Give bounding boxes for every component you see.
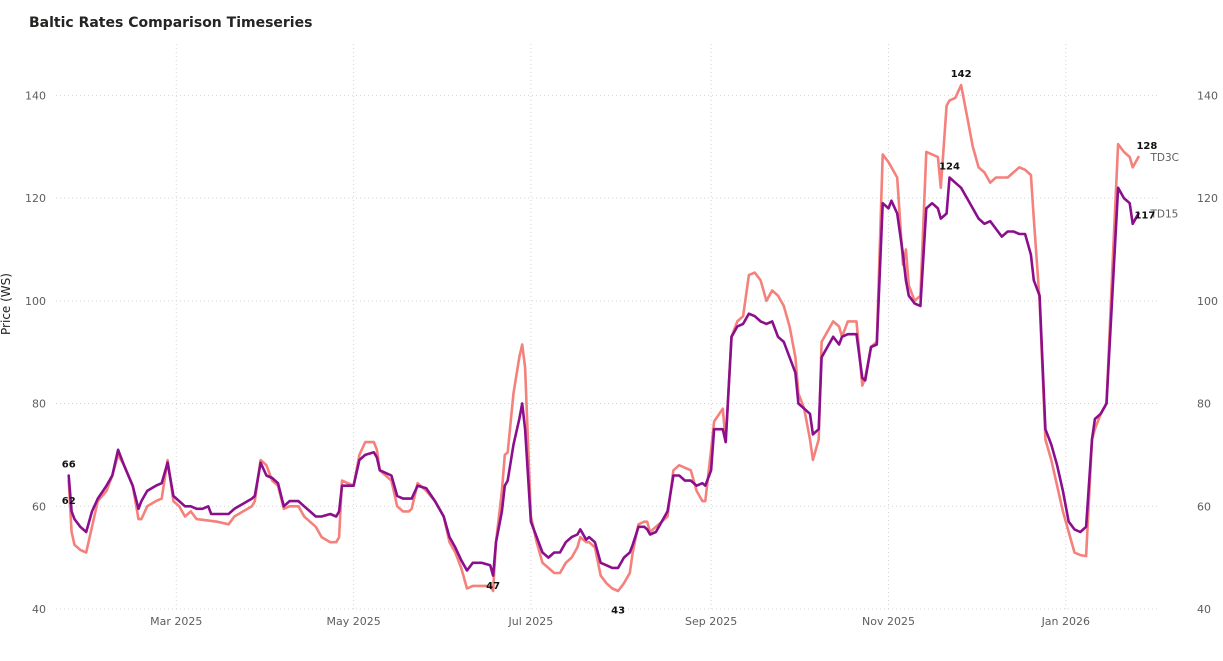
- series-line-td15: [67, 176, 1140, 577]
- y-axis-left: 40 60 80 100 120 140: [25, 89, 46, 616]
- x-tick-label: Jul 2025: [508, 615, 554, 628]
- data-label: 43: [611, 606, 625, 617]
- data-label: 47: [486, 581, 500, 592]
- y-tick-label-right: 80: [1197, 398, 1211, 411]
- chart-title: Baltic Rates Comparison Timeseries: [29, 15, 313, 31]
- x-tick-label: Jan 2026: [1041, 615, 1090, 628]
- y-tick-label: 120: [25, 192, 46, 205]
- x-tick-label: Mar 2025: [150, 615, 202, 628]
- y-tick-label: 80: [32, 398, 46, 411]
- y-tick-label-right: 140: [1197, 89, 1218, 102]
- grid: [56, 44, 1160, 610]
- x-tick-label: Sep 2025: [685, 615, 737, 628]
- data-label: 117: [1134, 211, 1155, 222]
- data-label: 142: [951, 69, 972, 80]
- y-axis-right: 40 60 80 100 120 140: [1197, 89, 1218, 616]
- data-label: 128: [1136, 141, 1157, 152]
- y-axis-title: Price (WS): [0, 273, 13, 335]
- data-label: 66: [62, 459, 76, 470]
- series-end-name: TD15: [1149, 209, 1178, 221]
- data-labels: TD3C TD15 66 47 43 142 128 62 124 117: [62, 69, 1179, 617]
- data-label: 124: [939, 162, 960, 173]
- y-tick-label: 60: [32, 500, 46, 513]
- y-tick-label: 100: [25, 295, 46, 308]
- y-tick-label: 140: [25, 89, 46, 102]
- y-tick-label-right: 120: [1197, 192, 1218, 205]
- y-tick-label: 40: [32, 603, 46, 616]
- x-tick-label: May 2025: [326, 615, 380, 628]
- y-tick-label-right: 40: [1197, 603, 1211, 616]
- series-end-name: TD3C: [1149, 152, 1179, 164]
- y-tick-label-right: 100: [1197, 295, 1218, 308]
- data-label: 62: [62, 496, 76, 507]
- x-tick-label: Nov 2025: [862, 615, 915, 628]
- y-tick-label-right: 60: [1197, 500, 1211, 513]
- x-axis: Mar 2025 May 2025 Jul 2025 Sep 2025 Nov 2025…: [150, 615, 1090, 628]
- series-line-td3c: [67, 83, 1140, 593]
- series-group: [67, 83, 1140, 593]
